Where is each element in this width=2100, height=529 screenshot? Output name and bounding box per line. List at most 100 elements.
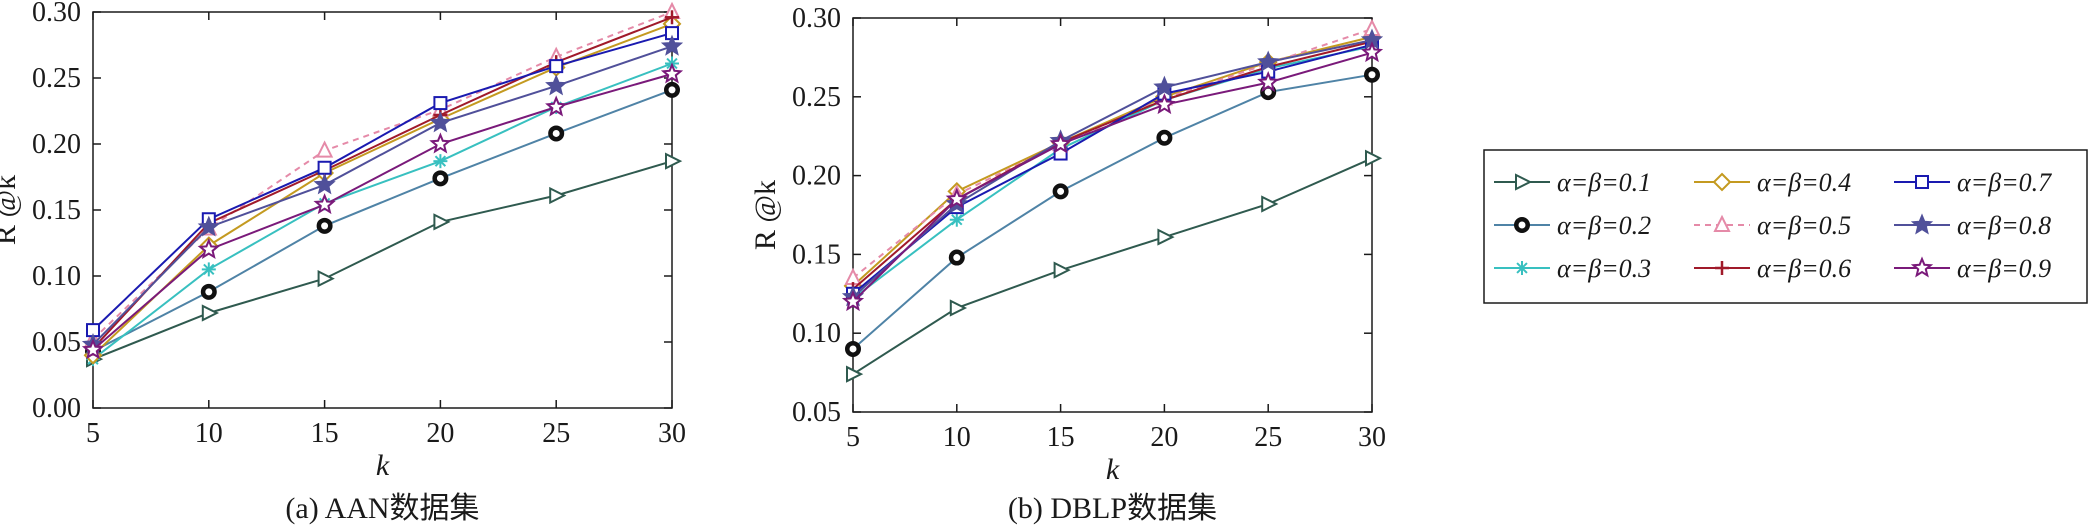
legend-marker (1713, 214, 1731, 232)
data-point (317, 160, 332, 175)
series-8 (841, 28, 1384, 307)
series-line (92, 11, 673, 341)
data-point (1153, 93, 1176, 115)
data-point (664, 81, 680, 98)
legend-entry: α=β=0.2 (1494, 211, 1651, 240)
legend-entry: α=β=0.1 (1494, 168, 1651, 197)
legend-entry: α=β=0.5 (1694, 211, 1851, 240)
x-tick-label: 15 (1047, 422, 1075, 453)
plot-frame (92, 11, 673, 409)
y-tick-label: 0.15 (32, 195, 81, 226)
legend-entry: α=β=0.8 (1894, 211, 2051, 240)
x-tick-label: 30 (658, 418, 686, 449)
series-line (92, 45, 673, 346)
legend-label: α=β=0.6 (1757, 254, 1851, 283)
legend-marker (1515, 261, 1529, 275)
data-point (1257, 70, 1280, 93)
series-5 (844, 18, 1381, 286)
data-point (665, 10, 679, 25)
x-axis-label: k (376, 449, 390, 482)
data-point (1257, 50, 1280, 72)
series-line (852, 51, 1373, 303)
panel-caption: (a) AAN数据集 (285, 492, 479, 525)
y-tick-label: 0.25 (32, 63, 81, 94)
x-tick-label: 5 (86, 418, 100, 449)
data-point (201, 304, 220, 322)
x-tick-label: 25 (542, 418, 570, 449)
data-point (317, 270, 335, 288)
legend-marker (1712, 172, 1732, 192)
y-tick-label: 0.20 (32, 129, 81, 160)
y-tick-label: 0.25 (792, 82, 841, 113)
series-1 (846, 149, 1383, 383)
data-point (660, 62, 684, 84)
legend-label: α=β=0.4 (1757, 168, 1851, 197)
y-tick-label: 0.10 (792, 318, 841, 349)
panel-aan: 5 10 15 20 25 30 0.00 0.05 0.10 0.15 0.20 0.25 0.30 k… (0, 0, 686, 525)
legend-label: α=β=0.7 (1957, 168, 2052, 197)
y-tick-label: 0.00 (32, 393, 81, 424)
data-point (433, 213, 451, 231)
legend-label: α=β=0.9 (1957, 254, 2051, 283)
data-point (665, 152, 683, 170)
data-point (201, 262, 216, 277)
series-line (852, 40, 1373, 290)
data-point (660, 34, 684, 56)
series-2 (85, 81, 680, 360)
data-point (313, 173, 336, 195)
series-line (92, 16, 673, 350)
legend-marker (1515, 173, 1533, 191)
data-point (1052, 183, 1069, 200)
legend-entry: α=β=0.4 (1694, 168, 1851, 197)
data-point (846, 365, 864, 383)
data-point (313, 193, 336, 215)
series-3 (86, 56, 679, 367)
y-tick-label: 0.30 (32, 0, 81, 28)
data-point (200, 283, 217, 300)
legend-marker (1915, 175, 1929, 189)
series-2 (845, 66, 1380, 357)
legend-label: α=β=0.5 (1757, 211, 1851, 240)
data-point (1360, 41, 1384, 63)
data-point (549, 186, 567, 205)
series-line (92, 160, 673, 361)
series-line (852, 45, 1373, 300)
legend: α=β=0.1 α=β=0.2 α=β=0.3 α=β=0.4 α=β=0.5 α=β=0… (1483, 149, 2088, 304)
x-tick-label: 25 (1254, 422, 1282, 453)
data-point (1053, 261, 1071, 279)
data-point (1049, 132, 1072, 154)
y-tick-label: 0.10 (32, 261, 81, 292)
data-point (429, 132, 452, 154)
legend-marker (1514, 217, 1530, 233)
y-tick-label: 0.15 (792, 239, 841, 270)
legend-label: α=β=0.3 (1557, 254, 1651, 283)
data-point (433, 154, 448, 169)
y-tick-label: 0.05 (792, 397, 841, 428)
legend-entry: α=β=0.6 (1694, 254, 1851, 283)
data-point (949, 212, 964, 227)
x-tick-label: 20 (426, 418, 454, 449)
series-line (852, 43, 1373, 295)
legend-entry: α=β=0.9 (1894, 254, 2051, 283)
x-tick-label: 20 (1150, 422, 1178, 453)
data-point (948, 249, 965, 266)
series-4 (83, 14, 682, 365)
legend-entry: α=β=0.7 (1894, 168, 2052, 197)
data-point (841, 290, 865, 312)
data-point (545, 95, 568, 117)
data-point (1261, 195, 1279, 213)
data-point (197, 215, 220, 237)
data-point (545, 74, 568, 96)
legend-box (1483, 149, 2088, 304)
series-line (852, 157, 1373, 376)
y-tick-label: 0.30 (792, 3, 841, 34)
data-point (315, 140, 334, 158)
data-point (1156, 129, 1173, 146)
series-9 (81, 62, 684, 360)
series-8 (81, 34, 684, 355)
series-line (852, 39, 1373, 298)
legend-label: α=β=0.8 (1957, 211, 2051, 240)
legend-marker (1910, 213, 1934, 235)
